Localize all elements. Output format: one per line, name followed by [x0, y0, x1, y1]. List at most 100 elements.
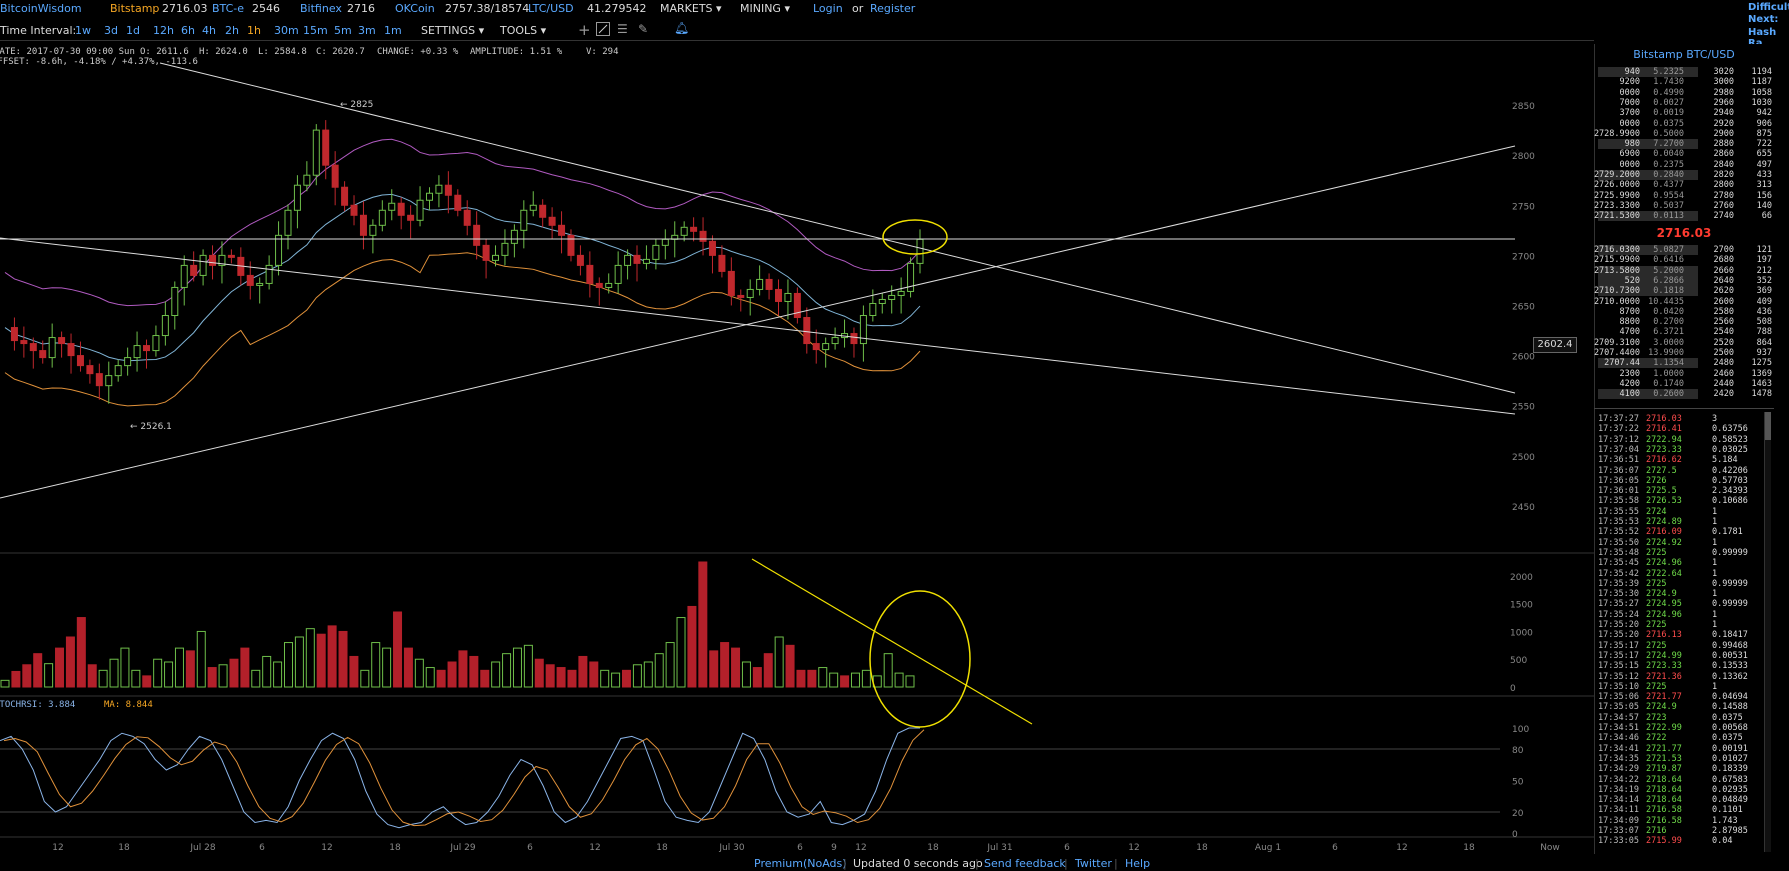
- ask-level: 2820: [1713, 170, 1734, 180]
- trade-price: 2716.58: [1646, 815, 1682, 826]
- x-axis-label: 18: [656, 843, 668, 853]
- bid-total: 864: [1756, 337, 1772, 348]
- interval-1w[interactable]: 1w: [75, 24, 91, 37]
- candle-body: [708, 240, 716, 256]
- trade-row: 17:35:42 2722.64 1: [1598, 569, 1768, 579]
- ask-amount: 0.9554: [1653, 190, 1684, 201]
- bid-row: 4100 0.2600 2420 1478: [1596, 389, 1772, 400]
- alert-bell-icon[interactable]: 🔔︎: [674, 21, 690, 35]
- hline-tool-icon[interactable]: ☰: [617, 22, 628, 36]
- bid-amount: 6.3721: [1653, 327, 1684, 338]
- settings-menu[interactable]: SETTINGS ▾: [421, 24, 484, 37]
- trade-amount: 0.02935: [1712, 784, 1748, 795]
- candle-body: [303, 174, 311, 186]
- ask-row: 2725.9900 0.9554 2780 156: [1594, 190, 1772, 201]
- price-axis-label: 2700: [1512, 252, 1535, 262]
- volume-bar: [349, 655, 359, 688]
- volume-bar: [545, 664, 555, 688]
- trendline-tool-icon[interactable]: [596, 22, 610, 36]
- trades-scrollbar[interactable]: [1764, 412, 1771, 852]
- bid-level: 2440: [1713, 378, 1734, 389]
- crosshair-icon[interactable]: +: [578, 21, 591, 39]
- interval-1m[interactable]: 1m: [384, 24, 402, 37]
- trade-price: 2724.96: [1646, 609, 1682, 620]
- trade-time: 17:34:51: [1598, 723, 1639, 733]
- exchange-ltcusd[interactable]: LTC/USD: [528, 2, 574, 15]
- premium-link[interactable]: Premium(NoAds): [754, 857, 847, 870]
- trade-row: 17:34:09 2716.58 1.743: [1598, 816, 1768, 826]
- info-close: C: 2620.7: [316, 47, 365, 57]
- interval-3d[interactable]: 3d: [104, 24, 118, 37]
- brand-link[interactable]: BitcoinWisdom: [0, 2, 82, 15]
- markets-menu[interactable]: MARKETS ▾: [660, 2, 722, 15]
- brush-tool-icon[interactable]: ✎: [638, 22, 649, 36]
- trades-scroll-thumb[interactable]: [1765, 412, 1771, 440]
- trendline-drawing: [159, 62, 1516, 394]
- ask-amount: 7.2700: [1653, 139, 1684, 150]
- interval-2h[interactable]: 2h: [225, 24, 239, 37]
- bid-total: 121: [1756, 245, 1772, 255]
- depth-bar: [1598, 265, 1698, 276]
- bid-amount: 0.6416: [1653, 255, 1684, 266]
- interval-15m[interactable]: 15m: [303, 24, 328, 37]
- trade-row: 17:37:22 2716.41 0.63756: [1598, 424, 1768, 434]
- ask-level: 2900: [1713, 128, 1734, 139]
- bid-price: 8700: [1619, 306, 1640, 317]
- trade-price: 2724.9: [1646, 589, 1677, 600]
- volume-axis-label: 0: [1510, 684, 1516, 694]
- x-axis-label: 12: [321, 843, 332, 853]
- ask-row: 7000 0.0027 2960 1030: [1596, 98, 1772, 108]
- ask-level: 2760: [1713, 200, 1734, 211]
- interval-30m[interactable]: 30m: [274, 24, 299, 37]
- twitter-link[interactable]: Twitter: [1075, 857, 1112, 870]
- interval-6h[interactable]: 6h: [181, 24, 195, 37]
- interval-4h[interactable]: 4h: [202, 24, 216, 37]
- exchange-okcoin[interactable]: OKCoin: [395, 2, 435, 15]
- login-link[interactable]: Login: [813, 2, 843, 15]
- volume-bar: [861, 669, 871, 688]
- bid-row: 2300 1.0000 2460 1369: [1596, 369, 1772, 379]
- price-chart[interactable]: 2850280027502700265026002550250024502000…: [0, 44, 1594, 855]
- candle-body: [482, 244, 490, 261]
- ask-row: 980 7.2700 2880 722: [1596, 139, 1772, 150]
- x-axis-label: 9: [831, 843, 837, 853]
- tools-menu[interactable]: TOOLS ▾: [500, 24, 546, 37]
- ask-price: 9200: [1619, 77, 1640, 88]
- candle-body: [322, 129, 330, 166]
- exchange-btce[interactable]: BTC-e: [212, 2, 245, 15]
- ask-amount: 0.0019: [1653, 108, 1684, 119]
- ask-amount: 0.2840: [1653, 170, 1684, 180]
- volume-bar: [44, 663, 54, 688]
- candle-body: [642, 258, 650, 264]
- trade-price: 2716.62: [1646, 455, 1682, 466]
- bid-level: 2480: [1713, 358, 1734, 369]
- trade-row: 17:35:45 2724.96 1: [1598, 558, 1768, 568]
- volume-bar: [589, 661, 599, 688]
- register-link[interactable]: Register: [870, 2, 916, 15]
- volume-bar: [218, 664, 228, 688]
- interval-5m[interactable]: 5m: [334, 24, 352, 37]
- mining-menu[interactable]: MINING ▾: [740, 2, 790, 15]
- candle-body: [39, 350, 47, 359]
- interval-3m[interactable]: 3m: [358, 24, 376, 37]
- bid-price: 8800: [1619, 317, 1640, 328]
- volume-bar: [556, 667, 566, 688]
- candle-body: [576, 254, 584, 266]
- help-link[interactable]: Help: [1125, 857, 1151, 870]
- interval-1d[interactable]: 1d: [126, 24, 140, 37]
- interval-12h[interactable]: 12h: [153, 24, 174, 37]
- candle-body: [293, 184, 301, 211]
- bid-level: 2580: [1713, 306, 1734, 317]
- exchange-bitstamp[interactable]: Bitstamp: [110, 2, 160, 15]
- feedback-link[interactable]: Send feedback: [984, 857, 1066, 870]
- candle-body: [633, 254, 641, 264]
- stochrsi-ma-label: MA: 8.844: [104, 700, 153, 710]
- interval-1h[interactable]: 1h: [247, 24, 261, 37]
- trade-row: 17:34:29 2719.87 0.18339: [1598, 764, 1768, 774]
- exchange-bitfinex[interactable]: Bitfinex: [300, 2, 342, 15]
- stoch-axis-label: 50: [1512, 778, 1524, 788]
- bid-price: 2710.7300: [1593, 286, 1640, 297]
- stoch-axis-label: 0: [1512, 830, 1518, 840]
- ask-level: 2780: [1713, 190, 1734, 201]
- ask-price: 2728.9900: [1593, 128, 1640, 139]
